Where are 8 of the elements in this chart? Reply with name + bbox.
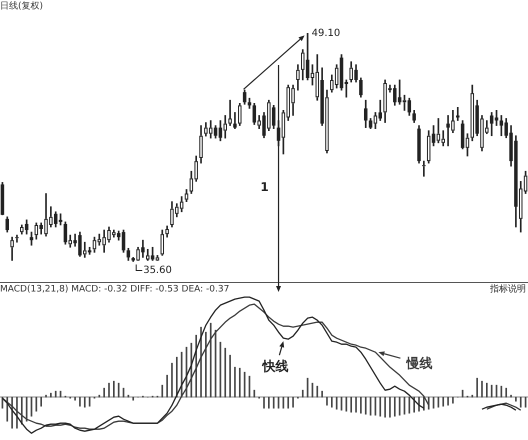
annotation: 1 [260, 180, 269, 194]
chart-title: MACD(13,21,8) MACD: -0.32 DIFF: -0.53 DEA: -0.37 [0, 284, 230, 295]
annotation: 49.10 [312, 28, 340, 39]
text: 35.60 [143, 265, 172, 276]
series-label: 快线 [261, 360, 288, 375]
text: 指标说明 [489, 283, 526, 294]
legend-label: 慢线 [405, 356, 432, 372]
chart-title: 日线(复权) [0, 0, 44, 12]
